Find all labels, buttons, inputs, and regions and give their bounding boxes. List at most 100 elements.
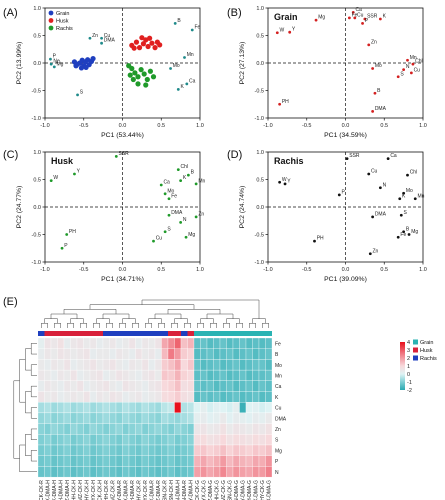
loading-point (167, 213, 171, 217)
dendrogram-branch (70, 318, 84, 324)
heatmap-cell (154, 391, 162, 403)
heatmap-cell (37, 423, 45, 435)
dendrogram-branch (63, 309, 117, 314)
loading-label: Mn (417, 193, 424, 199)
loading-point (402, 230, 406, 234)
heatmap-cell (83, 412, 91, 424)
loading-label: S (167, 226, 171, 232)
loading-label: B (406, 226, 410, 232)
loading-label: Cu (156, 236, 163, 242)
column-label: XYX-DMA-G (267, 480, 273, 500)
heatmap-cell (109, 380, 117, 392)
heatmap-cell (96, 391, 104, 403)
loading-label: Mg (411, 229, 418, 235)
heatmap-cell (135, 359, 143, 371)
loading-point (186, 173, 190, 177)
heatmap-cell (37, 337, 45, 349)
heatmap-cell (200, 444, 208, 456)
heatmap-cell (102, 412, 110, 424)
loading-point (398, 197, 402, 201)
heatmap-cell (83, 402, 91, 414)
heatmap-cell (206, 348, 214, 360)
heatmap-cell (50, 423, 58, 435)
heatmap-cell (265, 402, 273, 414)
heatmap-cell (148, 391, 156, 403)
group-bar-cell (194, 331, 201, 336)
heatmap-cell (57, 455, 65, 467)
sample-point-rachis (141, 71, 147, 77)
heatmap-cell (76, 423, 84, 435)
heatmap-cell (154, 359, 162, 371)
heatmap-cell (154, 369, 162, 381)
heatmap-cell (187, 391, 195, 403)
heatmap-cell (226, 348, 234, 360)
heatmap-cell (63, 380, 71, 392)
heatmap-cell (50, 348, 58, 360)
loading-label: N (183, 217, 187, 223)
y-tick-label: -0.5 (255, 233, 264, 239)
loading-label: SSR (367, 14, 378, 20)
loading-label: Zn (371, 39, 377, 45)
sample-point-husk (152, 45, 158, 51)
heatmap-cell (200, 359, 208, 371)
heatmap-cell (102, 369, 110, 381)
dendrogram-branch (67, 323, 74, 328)
loading-point (163, 230, 167, 234)
heatmap-cell (154, 423, 162, 435)
heatmap-cell (232, 402, 240, 414)
sample-point-rachis (129, 65, 135, 72)
loading-label: W (53, 175, 58, 181)
heatmap-cell (193, 466, 201, 478)
heatmap-cell (37, 391, 45, 403)
dendrogram-branch (154, 313, 182, 319)
dendrogram-branch (19, 359, 26, 403)
heatmap-cell (161, 434, 169, 446)
color-scale-tick: -2 (407, 388, 412, 394)
heatmap-cell (135, 412, 143, 424)
x-tick-label: 0.0 (119, 123, 127, 129)
heatmap-cell (258, 412, 266, 424)
heatmap-cell (122, 434, 130, 446)
loading-point (278, 180, 282, 184)
sample-point-husk (133, 39, 140, 45)
loading-point (194, 215, 198, 219)
heatmap-cell (180, 359, 188, 371)
heatmap-cell (76, 337, 84, 349)
row-label: Mo (275, 363, 282, 369)
column-label: N2CK-CK-G (195, 480, 201, 500)
heatmap-cell (193, 434, 201, 446)
sample-point-husk (140, 41, 147, 47)
heatmap-cell (128, 434, 136, 446)
loading-label: W (280, 27, 285, 33)
heatmap-cell (226, 455, 234, 467)
group-bar-cell (265, 331, 272, 336)
heatmap-cell (63, 444, 71, 456)
sample-point-rachis (150, 74, 157, 80)
x-tick-label: 0.5 (157, 267, 165, 273)
heatmap-cell (128, 391, 136, 403)
group-bar-cell (122, 331, 129, 336)
dendrogram-branch (54, 323, 61, 328)
loading-label: Zn (198, 211, 204, 217)
panel-letter: (A) (3, 7, 18, 19)
x-tick-label: -0.5 (79, 267, 88, 273)
loading-label: Mn (187, 52, 194, 58)
loading-label: Fe (352, 12, 358, 18)
x-tick-label: 0.5 (380, 267, 388, 273)
heatmap-cell (174, 444, 182, 456)
dendrogram-branch (223, 323, 230, 328)
heatmap-cell (89, 444, 97, 456)
column-label: XYX-CK-H (91, 480, 97, 500)
loading-label: S (404, 210, 408, 216)
y-tick-label: -1.0 (255, 116, 264, 122)
column-label: SN-CK-R (163, 480, 169, 500)
loading-label: DMA (375, 211, 387, 217)
heatmap-cell (206, 466, 214, 478)
heatmap-cell (115, 402, 123, 414)
heatmap-cell (102, 359, 110, 371)
heatmap-cell (96, 337, 104, 349)
group-bar-cell (57, 331, 64, 336)
loading-label: K (402, 193, 406, 199)
heatmap-cell (57, 402, 65, 414)
loading-label: Fe (194, 25, 200, 31)
